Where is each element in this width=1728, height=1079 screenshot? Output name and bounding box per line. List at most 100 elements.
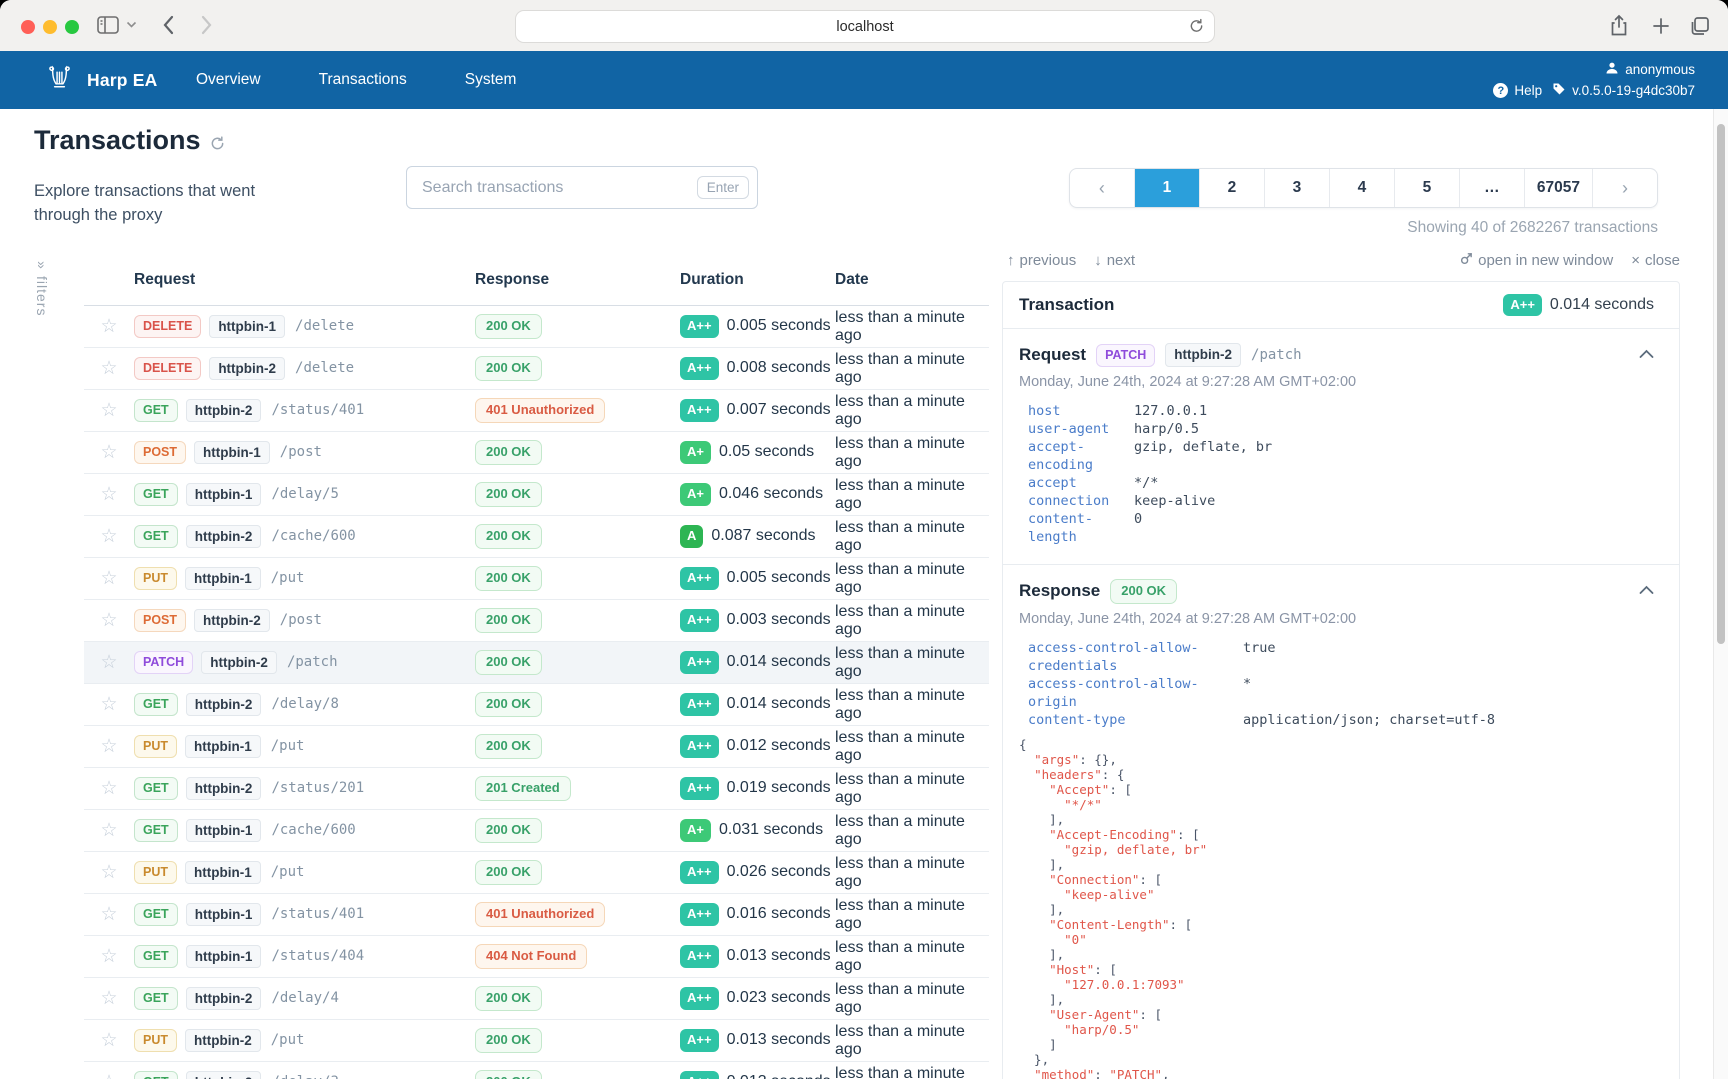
table-row[interactable]: ☆ GET httpbin-1 /delay/5 200 OK A+ 0.046… [84,474,989,516]
table-row[interactable]: ☆ GET httpbin-2 /delay/4 200 OK A++ 0.02… [84,978,989,1020]
table-row[interactable]: ☆ GET httpbin-1 /status/404 404 Not Foun… [84,936,989,978]
table-row[interactable]: ☆ DELETE httpbin-1 /delete 200 OK A++ 0.… [84,306,989,348]
table-row[interactable]: ☆ POST httpbin-2 /post 200 OK A++ 0.003 … [84,600,989,642]
star-icon[interactable]: ☆ [100,862,118,883]
sidebar-chevron-icon[interactable] [126,20,137,29]
scrollbar-thumb[interactable] [1717,124,1725,644]
status-badge: 200 OK [475,440,542,465]
close-window-button[interactable] [21,20,35,34]
address-bar[interactable]: localhost [515,10,1215,43]
table-row[interactable]: ☆ PUT httpbin-2 /put 200 OK A++ 0.013 se… [84,1020,989,1062]
open-in-new-window-button[interactable]: open in new window [1460,252,1613,269]
pagination-next-button[interactable]: › [1592,169,1657,207]
back-button[interactable] [162,14,175,36]
table-row[interactable]: ☆ PATCH httpbin-2 /patch 200 OK A++ 0.01… [84,642,989,684]
user-menu[interactable]: anonymous [1605,61,1695,78]
table-row[interactable]: ☆ GET httpbin-2 /cache/600 200 OK A 0.08… [84,516,989,558]
table-row[interactable]: ☆ GET httpbin-2 /delay/3 200 OK A++ 0.01… [84,1062,989,1079]
refresh-icon[interactable] [210,127,225,158]
table-row[interactable]: ☆ GET httpbin-2 /delay/8 200 OK A++ 0.01… [84,684,989,726]
panel-toolbar: ↑ previous ↓ next open in new window × [1007,252,1680,269]
method-badge: PUT [134,566,177,590]
server-badge: httpbin-2 [185,986,262,1011]
table-row[interactable]: ☆ PUT httpbin-1 /put 200 OK A++ 0.005 se… [84,558,989,600]
pagination-page-button[interactable]: 4 [1328,169,1394,207]
nav-tab[interactable]: Transactions [318,71,407,88]
star-icon[interactable]: ☆ [100,316,118,337]
table-row[interactable]: ☆ GET httpbin-1 /status/401 401 Unauthor… [84,894,989,936]
star-icon[interactable]: ☆ [100,988,118,1009]
next-transaction-button[interactable]: ↓ next [1094,252,1136,269]
search-input[interactable] [420,177,697,198]
star-icon[interactable]: ☆ [100,904,118,925]
response-section: Response 200 OK Monday, June 24th, 2024 … [1003,563,1679,1079]
column-request: Request [134,271,196,288]
server-badge: httpbin-2 [185,398,262,423]
help-link[interactable]: Help [1514,83,1543,98]
star-icon[interactable]: ☆ [100,400,118,421]
close-panel-button[interactable]: × close [1631,252,1680,269]
request-path: /delete [295,360,355,377]
star-icon[interactable]: ☆ [100,778,118,799]
table-row[interactable]: ☆ GET httpbin-2 /status/201 201 Created … [84,768,989,810]
star-icon[interactable]: ☆ [100,442,118,463]
header-value: */* [1134,474,1159,491]
brand[interactable]: Harp EA [44,51,157,109]
table-row[interactable]: ☆ PUT httpbin-1 /put 200 OK A++ 0.026 se… [84,852,989,894]
performance-grade-badge: A+ [680,819,711,842]
share-icon[interactable] [1608,14,1630,38]
collapse-response-icon[interactable] [1639,582,1654,600]
method-badge: GET [134,524,178,548]
star-icon[interactable]: ☆ [100,610,118,631]
header-key: content-type [1028,711,1126,728]
harp-logo-icon [44,62,75,99]
star-icon[interactable]: ☆ [100,820,118,841]
table-row[interactable]: ☆ GET httpbin-1 /cache/600 200 OK A+ 0.0… [84,810,989,852]
table-row[interactable]: ☆ POST httpbin-1 /post 200 OK A+ 0.05 se… [84,432,989,474]
pagination-page-button[interactable]: 3 [1263,169,1329,207]
pagination-prev-button[interactable]: ‹ [1098,177,1105,198]
pagination-page-button[interactable]: 5 [1393,169,1459,207]
pagination-page-button[interactable]: 2 [1198,169,1264,207]
performance-grade-badge: A+ [680,483,711,506]
pagination-page-button[interactable]: 1 [1133,169,1199,207]
star-icon[interactable]: ☆ [100,526,118,547]
server-badge: httpbin-1 [185,566,261,591]
table-row[interactable]: ☆ PUT httpbin-1 /put 200 OK A++ 0.012 se… [84,726,989,768]
star-icon[interactable]: ☆ [100,694,118,715]
new-tab-icon[interactable] [1650,14,1672,38]
nav-tab[interactable]: Overview [196,71,261,88]
pagination-page-button[interactable]: … [1458,169,1524,207]
tab-overview-icon[interactable] [1688,14,1712,38]
status-badge: 200 OK [475,1070,542,1079]
filters-toggle[interactable]: » filters [34,261,50,316]
star-icon[interactable]: ☆ [100,358,118,379]
pagination-page-button[interactable]: 67057 [1523,169,1592,207]
column-date: Date [835,271,869,288]
star-icon[interactable]: ☆ [100,1073,117,1079]
forward-button[interactable] [200,14,213,36]
star-icon[interactable]: ☆ [100,1030,118,1051]
header-row: accept */* [1019,474,1654,492]
star-icon[interactable]: ☆ [100,736,118,757]
star-icon[interactable]: ☆ [100,652,118,673]
page-title: Transactions [34,123,225,158]
duration-value: 0.014 seconds [726,695,831,713]
sidebar-toggle-icon[interactable] [96,14,120,36]
results-summary: Showing 40 of 2682267 transactions [1407,219,1658,236]
star-icon[interactable]: ☆ [100,946,118,967]
zoom-window-button[interactable] [65,20,79,34]
star-icon[interactable]: ☆ [100,484,118,505]
nav-tab[interactable]: System [464,71,517,88]
performance-grade-badge: A++ [680,651,719,674]
previous-transaction-button[interactable]: ↑ previous [1007,252,1077,269]
minimize-window-button[interactable] [43,20,57,34]
reload-icon[interactable] [1189,18,1204,34]
status-badge: 200 OK [475,860,542,885]
server-badge: httpbin-2 [209,356,286,381]
table-row[interactable]: ☆ GET httpbin-2 /status/401 401 Unauthor… [84,390,989,432]
table-row[interactable]: ☆ DELETE httpbin-2 /delete 200 OK A++ 0.… [84,348,989,390]
star-icon[interactable]: ☆ [100,568,118,589]
collapse-request-icon[interactable] [1639,346,1654,364]
server-badge: httpbin-1 [209,314,286,339]
